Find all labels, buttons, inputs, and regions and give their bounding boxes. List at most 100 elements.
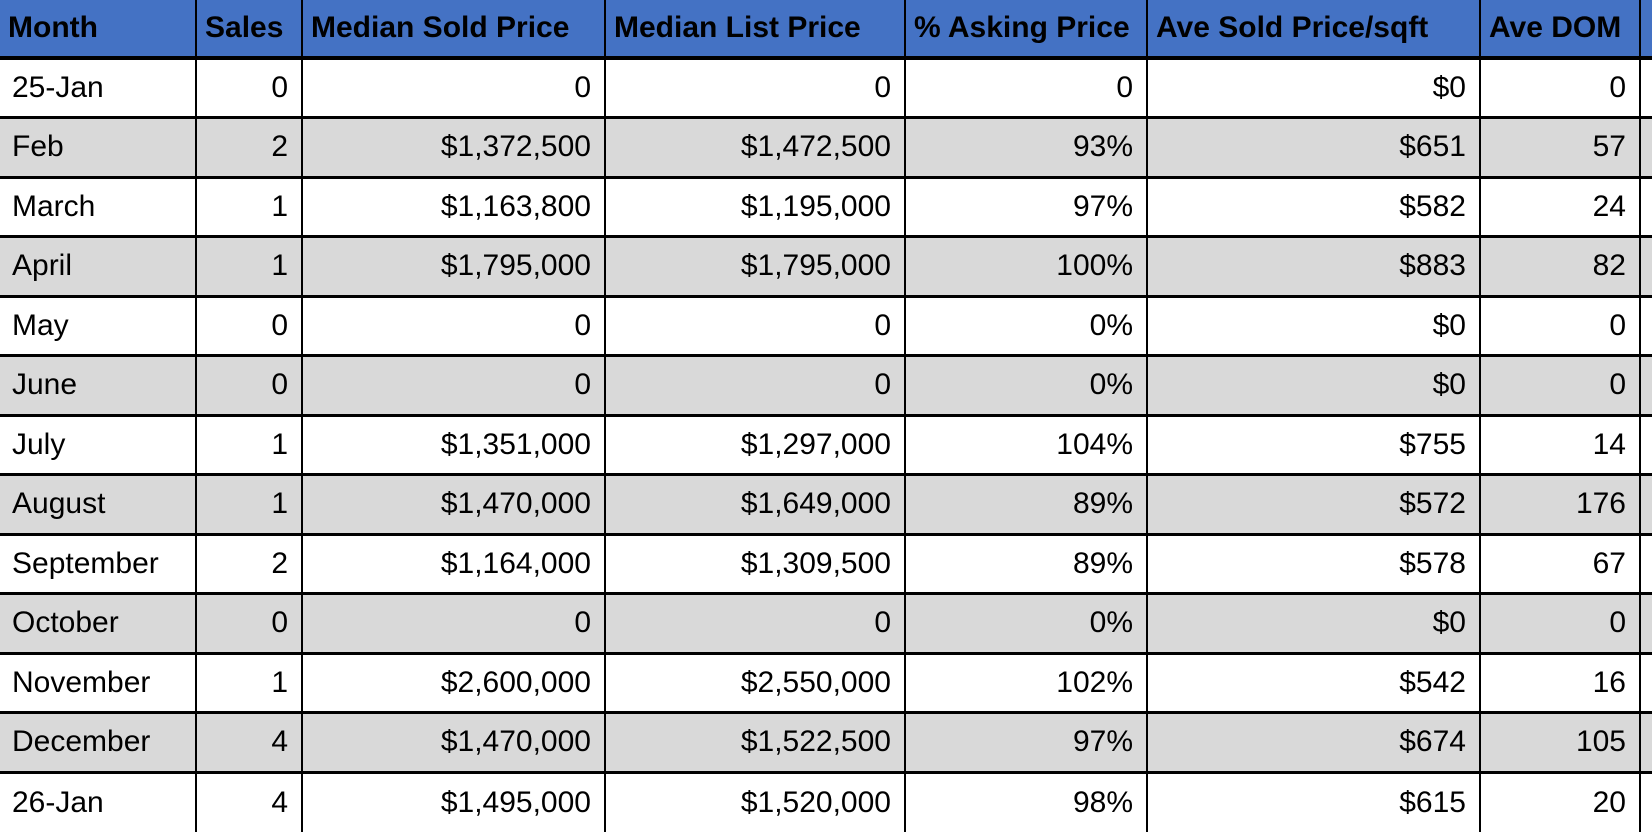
cell-median-sold-price[interactable]: $1,470,000: [301, 711, 605, 772]
cell-median-list-price[interactable]: $1,472,500: [604, 116, 905, 177]
cell-pct-asking-price[interactable]: 100%: [904, 235, 1147, 296]
cell-median-sold-price[interactable]: $2,600,000: [301, 651, 605, 713]
cell-sales[interactable]: 1: [195, 473, 302, 534]
cell-month[interactable]: November: [0, 651, 196, 713]
column-header-median-list-price[interactable]: Median List Price: [604, 0, 905, 60]
cell-median-sold-price[interactable]: 0: [301, 592, 605, 653]
column-header-sales[interactable]: Sales: [195, 0, 302, 60]
cell-ave-sold-price-sqft[interactable]: $0: [1146, 592, 1480, 653]
cell-sales[interactable]: 4: [195, 770, 302, 832]
cell-ave-sold-price-sqft[interactable]: $651: [1146, 116, 1480, 177]
column-header-month[interactable]: Month: [0, 0, 196, 60]
cell-month[interactable]: May: [0, 294, 196, 356]
cell-median-list-price[interactable]: $1,309,500: [604, 532, 905, 594]
cell-month[interactable]: April: [0, 235, 196, 296]
cell-median-sold-price[interactable]: $1,470,000: [301, 473, 605, 534]
cell-median-list-price[interactable]: $1,195,000: [604, 175, 905, 237]
cell-median-sold-price[interactable]: $1,164,000: [301, 532, 605, 594]
cell-median-list-price[interactable]: $1,649,000: [604, 473, 905, 534]
cell-ave-dom[interactable]: 24: [1479, 175, 1640, 237]
cell-month[interactable]: September: [0, 532, 196, 594]
cell-ave-sold-price-sqft[interactable]: $572: [1146, 473, 1480, 534]
cell-ave-dom[interactable]: 105: [1479, 711, 1640, 772]
cell-ave-sold-price-sqft[interactable]: $0: [1146, 58, 1480, 118]
cell-partial: [1639, 235, 1652, 296]
cell-ave-dom[interactable]: 57: [1479, 116, 1640, 177]
cell-ave-dom[interactable]: 16: [1479, 651, 1640, 713]
cell-ave-dom[interactable]: 14: [1479, 413, 1640, 475]
cell-sales[interactable]: 0: [195, 294, 302, 356]
cell-ave-sold-price-sqft[interactable]: $674: [1146, 711, 1480, 772]
cell-month[interactable]: August: [0, 473, 196, 534]
cell-ave-sold-price-sqft[interactable]: $883: [1146, 235, 1480, 296]
cell-sales[interactable]: 1: [195, 651, 302, 713]
cell-ave-sold-price-sqft[interactable]: $582: [1146, 175, 1480, 237]
cell-median-list-price[interactable]: 0: [604, 592, 905, 653]
cell-median-sold-price[interactable]: $1,163,800: [301, 175, 605, 237]
cell-pct-asking-price[interactable]: 0%: [904, 592, 1147, 653]
cell-median-list-price[interactable]: $1,522,500: [604, 711, 905, 772]
cell-partial: [1639, 354, 1652, 415]
cell-median-list-price[interactable]: $1,520,000: [604, 770, 905, 832]
cell-pct-asking-price[interactable]: 102%: [904, 651, 1147, 713]
cell-pct-asking-price[interactable]: 0%: [904, 354, 1147, 415]
cell-pct-asking-price[interactable]: 0: [904, 58, 1147, 118]
cell-pct-asking-price[interactable]: 89%: [904, 532, 1147, 594]
cell-median-sold-price[interactable]: 0: [301, 294, 605, 356]
cell-ave-dom[interactable]: 0: [1479, 294, 1640, 356]
cell-median-list-price[interactable]: $1,297,000: [604, 413, 905, 475]
cell-ave-dom[interactable]: 82: [1479, 235, 1640, 296]
cell-sales[interactable]: 1: [195, 413, 302, 475]
cell-median-sold-price[interactable]: $1,495,000: [301, 770, 605, 832]
cell-ave-dom[interactable]: 0: [1479, 354, 1640, 415]
cell-median-sold-price[interactable]: $1,372,500: [301, 116, 605, 177]
cell-ave-sold-price-sqft[interactable]: $0: [1146, 294, 1480, 356]
cell-median-list-price[interactable]: 0: [604, 294, 905, 356]
cell-pct-asking-price[interactable]: 89%: [904, 473, 1147, 534]
cell-month[interactable]: 26-Jan: [0, 770, 196, 832]
cell-pct-asking-price[interactable]: 97%: [904, 175, 1147, 237]
cell-sales[interactable]: 1: [195, 235, 302, 296]
cell-ave-dom[interactable]: 67: [1479, 532, 1640, 594]
cell-median-sold-price[interactable]: $1,795,000: [301, 235, 605, 296]
cell-median-list-price[interactable]: 0: [604, 58, 905, 118]
cell-sales[interactable]: 2: [195, 532, 302, 594]
cell-ave-sold-price-sqft[interactable]: $542: [1146, 651, 1480, 713]
cell-sales[interactable]: 0: [195, 354, 302, 415]
column-header-ave-sold-price-sqft[interactable]: Ave Sold Price/sqft: [1146, 0, 1480, 60]
cell-pct-asking-price[interactable]: 93%: [904, 116, 1147, 177]
cell-median-sold-price[interactable]: 0: [301, 58, 605, 118]
cell-pct-asking-price[interactable]: 97%: [904, 711, 1147, 772]
cell-ave-dom[interactable]: 0: [1479, 592, 1640, 653]
cell-month[interactable]: July: [0, 413, 196, 475]
cell-median-sold-price[interactable]: $1,351,000: [301, 413, 605, 475]
cell-ave-dom[interactable]: 20: [1479, 770, 1640, 832]
cell-month[interactable]: Feb: [0, 116, 196, 177]
cell-pct-asking-price[interactable]: 0%: [904, 294, 1147, 356]
column-header-pct-asking-price[interactable]: % Asking Price: [904, 0, 1147, 60]
cell-sales[interactable]: 1: [195, 175, 302, 237]
cell-ave-dom[interactable]: 0: [1479, 58, 1640, 118]
cell-month[interactable]: October: [0, 592, 196, 653]
cell-ave-sold-price-sqft[interactable]: $0: [1146, 354, 1480, 415]
cell-sales[interactable]: 0: [195, 592, 302, 653]
cell-median-sold-price[interactable]: 0: [301, 354, 605, 415]
cell-month[interactable]: March: [0, 175, 196, 237]
cell-month[interactable]: December: [0, 711, 196, 772]
cell-sales[interactable]: 2: [195, 116, 302, 177]
cell-ave-sold-price-sqft[interactable]: $578: [1146, 532, 1480, 594]
cell-median-list-price[interactable]: $2,550,000: [604, 651, 905, 713]
cell-ave-sold-price-sqft[interactable]: $615: [1146, 770, 1480, 832]
cell-month[interactable]: 25-Jan: [0, 58, 196, 118]
column-header-ave-dom[interactable]: Ave DOM: [1479, 0, 1640, 60]
cell-median-list-price[interactable]: 0: [604, 354, 905, 415]
cell-ave-sold-price-sqft[interactable]: $755: [1146, 413, 1480, 475]
cell-pct-asking-price[interactable]: 98%: [904, 770, 1147, 832]
cell-pct-asking-price[interactable]: 104%: [904, 413, 1147, 475]
cell-sales[interactable]: 4: [195, 711, 302, 772]
cell-median-list-price[interactable]: $1,795,000: [604, 235, 905, 296]
cell-month[interactable]: June: [0, 354, 196, 415]
column-header-median-sold-price[interactable]: Median Sold Price: [301, 0, 605, 60]
cell-ave-dom[interactable]: 176: [1479, 473, 1640, 534]
cell-sales[interactable]: 0: [195, 58, 302, 118]
